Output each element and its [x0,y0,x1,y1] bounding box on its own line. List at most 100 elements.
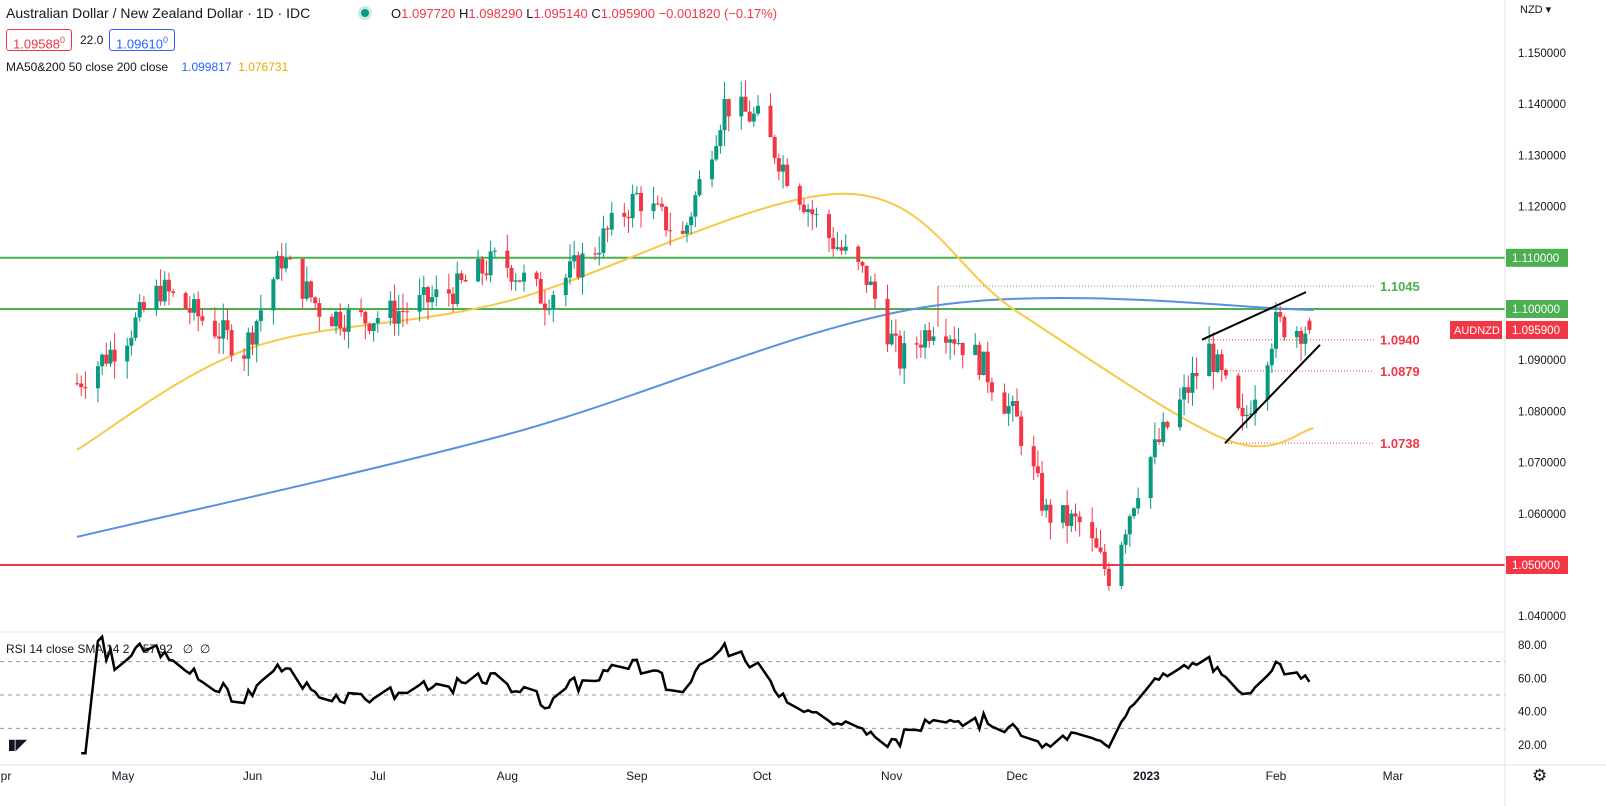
candle-body [860,262,865,266]
currency-label[interactable]: NZD ▾ [1520,4,1552,16]
candle-body [317,303,322,317]
candle-body [1035,466,1040,474]
candle-body [75,383,80,385]
gear-icon[interactable]: ⚙ [1532,766,1548,785]
candle-body [1010,401,1015,407]
rsi-legend[interactable]: RSI 14 close SMA 14 2 57.92 ∅ ∅ [6,642,211,656]
candle-body [1253,399,1258,414]
candle-body [1102,551,1107,569]
time-tick-label: Feb [1266,769,1287,783]
candle-body [434,289,439,298]
candle-body [363,312,368,324]
candle-body [509,267,514,282]
candle-body [1031,446,1036,467]
candle-body [898,335,903,369]
price-tag-1100-bg [1506,300,1568,318]
price-tick-label: 1.120000 [1518,202,1566,214]
candle-body [960,342,965,356]
candle-body [547,308,552,311]
candle-body [396,311,401,324]
candle-body [814,214,819,216]
candle-body [1274,312,1278,349]
candle-body [839,247,844,251]
candle-body [1294,331,1299,338]
ma-legend[interactable]: MA50&200 50 close 200 close 1.099817 1.0… [6,60,289,74]
candle-body [192,299,197,313]
candle-body [542,303,547,311]
spread-value: 22.0 [80,33,104,47]
candle-body [283,258,288,269]
candle-body [275,255,280,280]
candle-body [1190,372,1195,393]
level-label-1045: 1.1045 [1380,279,1420,294]
candle-body [801,204,806,213]
wedge-lower-line[interactable] [1224,344,1321,444]
candle-body [1148,457,1153,499]
time-tick-label: pr [1,769,12,783]
candle-body [171,291,176,294]
candle-body [1303,333,1308,344]
candle-body [889,333,894,345]
candle-body [334,311,339,327]
candle-body [952,339,957,344]
candle-body [697,179,702,196]
candle-body [751,113,756,122]
candle-body [154,285,159,310]
candle-body [1207,343,1212,377]
candle-body [104,354,109,364]
candle-body [371,323,376,332]
tradingview-logo[interactable]: ▮◤ [8,736,36,752]
buy-button[interactable]: 1.096100 [109,29,176,51]
time-tick-label: Oct [753,769,772,783]
candle-body [513,280,518,282]
candle-body [1186,387,1191,393]
wedge-upper-line[interactable] [1201,291,1307,341]
candle-body [183,293,188,309]
candle-body [931,336,936,341]
candle-body [655,203,660,205]
time-tick-label: Dec [1006,769,1027,783]
candle-body [864,265,869,285]
ma200-value: 1.076731 [238,60,289,74]
wedge-pattern[interactable] [1201,291,1321,444]
candle-body [989,382,994,393]
open-value: 1.097720 [401,6,456,21]
candle-body [714,146,719,160]
candle-body [1278,312,1283,317]
level-label-0940: 1.0940 [1380,333,1420,348]
candle-body [83,387,88,389]
candle-body [346,309,351,332]
candle-body [342,328,347,332]
candle-body [367,323,372,332]
candle-body [1090,522,1095,539]
ma50-line[interactable] [76,192,1314,451]
candle-body [927,330,932,341]
candle-body [463,280,468,282]
candle-body [250,332,255,345]
candle-body [1282,316,1287,338]
candle-body [914,343,919,345]
candle-body [1165,421,1170,428]
sell-button[interactable]: 1.095880 [6,29,73,51]
candle-body [948,339,953,343]
candle-body [375,318,380,324]
candle-body [1299,331,1304,344]
candle-body [517,280,522,282]
candle-body [1269,348,1274,366]
symbol-title[interactable]: Australian Dollar / New Zealand Dollar ·… [6,5,311,21]
candle-body [1106,568,1111,587]
candle-body [868,281,873,285]
candle-body [1161,421,1166,443]
candle-body [572,255,577,262]
candle-body [308,281,313,298]
candle-body [977,344,982,376]
time-tick-label: Jun [243,769,262,783]
rsi-line[interactable] [81,634,1311,755]
ma50-value: 1.099817 [181,60,232,74]
candle-body [108,349,113,364]
candle-body [476,259,481,282]
candle-body [943,336,948,343]
low-value: 1.095140 [533,6,588,21]
ma200-line[interactable] [76,296,1314,538]
